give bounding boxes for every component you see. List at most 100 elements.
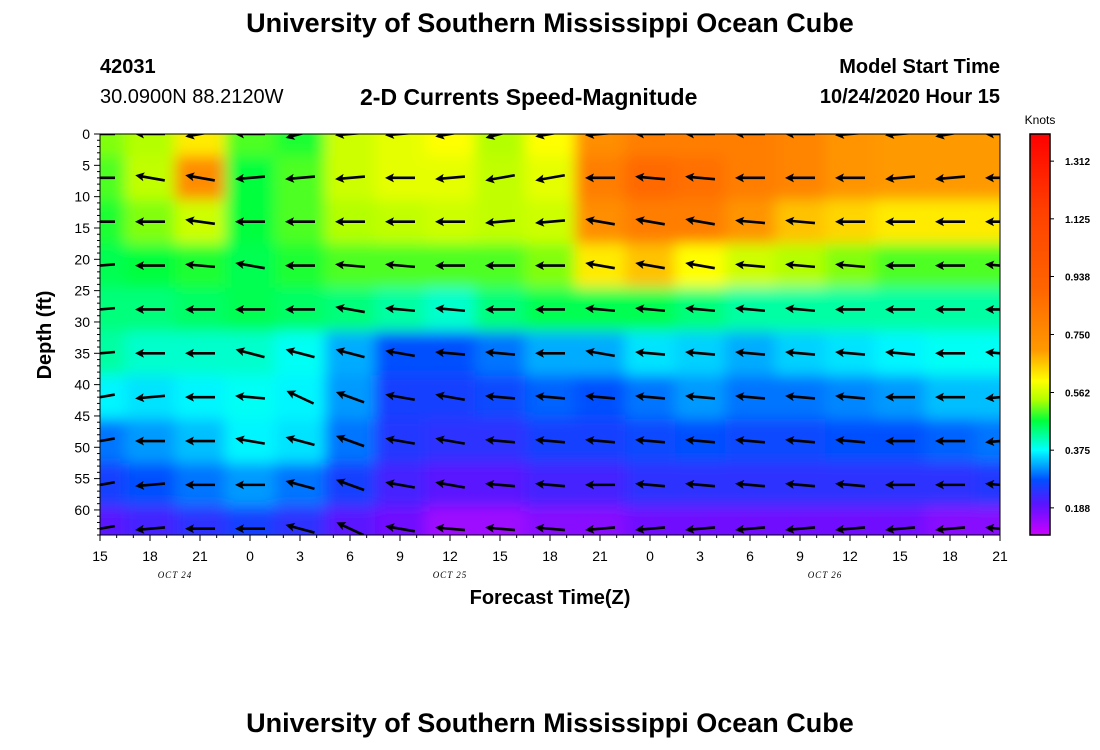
current-vector [635,436,666,445]
current-vector [985,348,1000,358]
heat-cell [825,134,876,157]
current-vector [735,392,766,402]
current-vector [485,436,516,445]
heat-cell [225,506,276,535]
current-vector [100,176,115,180]
station-coordinates: 30.0900N 88.2120W [100,86,284,108]
x-tick-label: 6 [346,548,354,564]
current-vector [435,134,465,140]
current-vector [335,260,366,270]
current-vector [785,392,816,402]
current-vector [935,261,965,271]
current-vector [735,304,766,314]
heat-cell [775,134,826,157]
current-vector [185,216,216,226]
current-vector [135,480,166,490]
heat-cell [125,134,176,157]
x-tick-label: 3 [296,548,304,564]
current-vector [785,173,815,183]
current-vector [135,261,165,271]
heat-cell [975,506,1000,535]
chart-subtitle: 2-D Currents Speed-Magnitude [360,84,698,110]
colorbar: Knots 0.188 0.375 0.562 0.750 0.938 1.125 1.312 [1025,113,1090,536]
current-vector [385,260,416,270]
current-vector [185,524,215,534]
current-vector [985,437,1000,447]
x-tick-label: 21 [192,548,208,564]
x-axis: 15 18 21 0 3 6 9 12 15 18 21 0 3 6 9 12 15 18 21 OCT 24 OCT … [92,535,1008,580]
x-tick-label: 0 [246,548,254,564]
current-vector [735,524,766,534]
current-vector [585,524,616,534]
current-vector [285,435,315,447]
current-vector [185,172,215,182]
current-vector [385,347,415,358]
current-vector [235,524,265,534]
heat-cell [925,134,976,157]
current-vector [535,261,565,271]
current-vector [235,435,265,445]
current-vector [286,390,315,405]
current-vector [285,134,315,140]
current-vector [585,347,615,358]
current-vector [935,392,965,402]
current-vector [535,436,566,445]
current-vector [785,304,816,314]
current-vector [135,524,166,534]
current-vector [285,522,315,534]
heat-cell [100,506,126,535]
current-vector [335,478,365,492]
current-vector [635,304,666,314]
current-vector [185,392,215,402]
current-vector [635,392,666,402]
x-tick-label: 21 [992,548,1008,564]
heat-cell [425,506,476,535]
x-tick-label: 9 [396,548,404,564]
current-vector [685,134,715,139]
current-vector [535,217,566,227]
y-tick-label: 50 [74,439,90,455]
x-tick-label: 12 [442,548,458,564]
heat-cell [675,134,726,157]
model-start-time: 10/24/2020 Hour 15 [819,86,1000,108]
heat-cell [675,506,726,535]
current-vector [935,173,966,183]
current-vector [735,134,765,139]
current-vector [835,217,865,227]
current-vector [135,304,165,314]
footer-title: University of Southern Mississippi Ocean… [246,708,854,738]
current-vector [585,480,615,490]
current-vector [985,173,1000,183]
current-vector [785,348,816,358]
x-tick-label: 3 [696,548,704,564]
current-vector [885,524,916,534]
heat-cell [425,134,476,157]
current-vector [100,480,115,489]
current-vector [885,134,916,140]
y-tick-label: 25 [74,283,90,299]
current-vector [485,348,516,358]
y-axis: 0 5 10 15 20 25 30 35 40 45 50 55 60 [74,126,100,536]
chart-title: University of Southern Mississippi Ocean… [246,8,854,38]
current-vector [685,479,716,489]
current-vector [100,306,116,312]
current-vector [435,479,465,489]
x-tick-label: 9 [796,548,804,564]
current-vector [785,260,816,270]
current-vector [235,304,265,314]
current-vector [435,391,465,402]
current-vector [535,523,566,533]
current-vector [835,392,866,402]
current-vector [335,390,365,404]
current-vector [335,303,365,314]
y-tick-label: 45 [74,408,90,424]
current-vector [985,479,1000,489]
colorbar-title: Knots [1025,113,1056,127]
y-tick-label: 55 [74,471,90,487]
current-vector [535,173,565,184]
x-tick-label: 21 [592,548,608,564]
current-vector [185,436,215,446]
current-vector [235,173,266,183]
current-vector [585,436,616,445]
